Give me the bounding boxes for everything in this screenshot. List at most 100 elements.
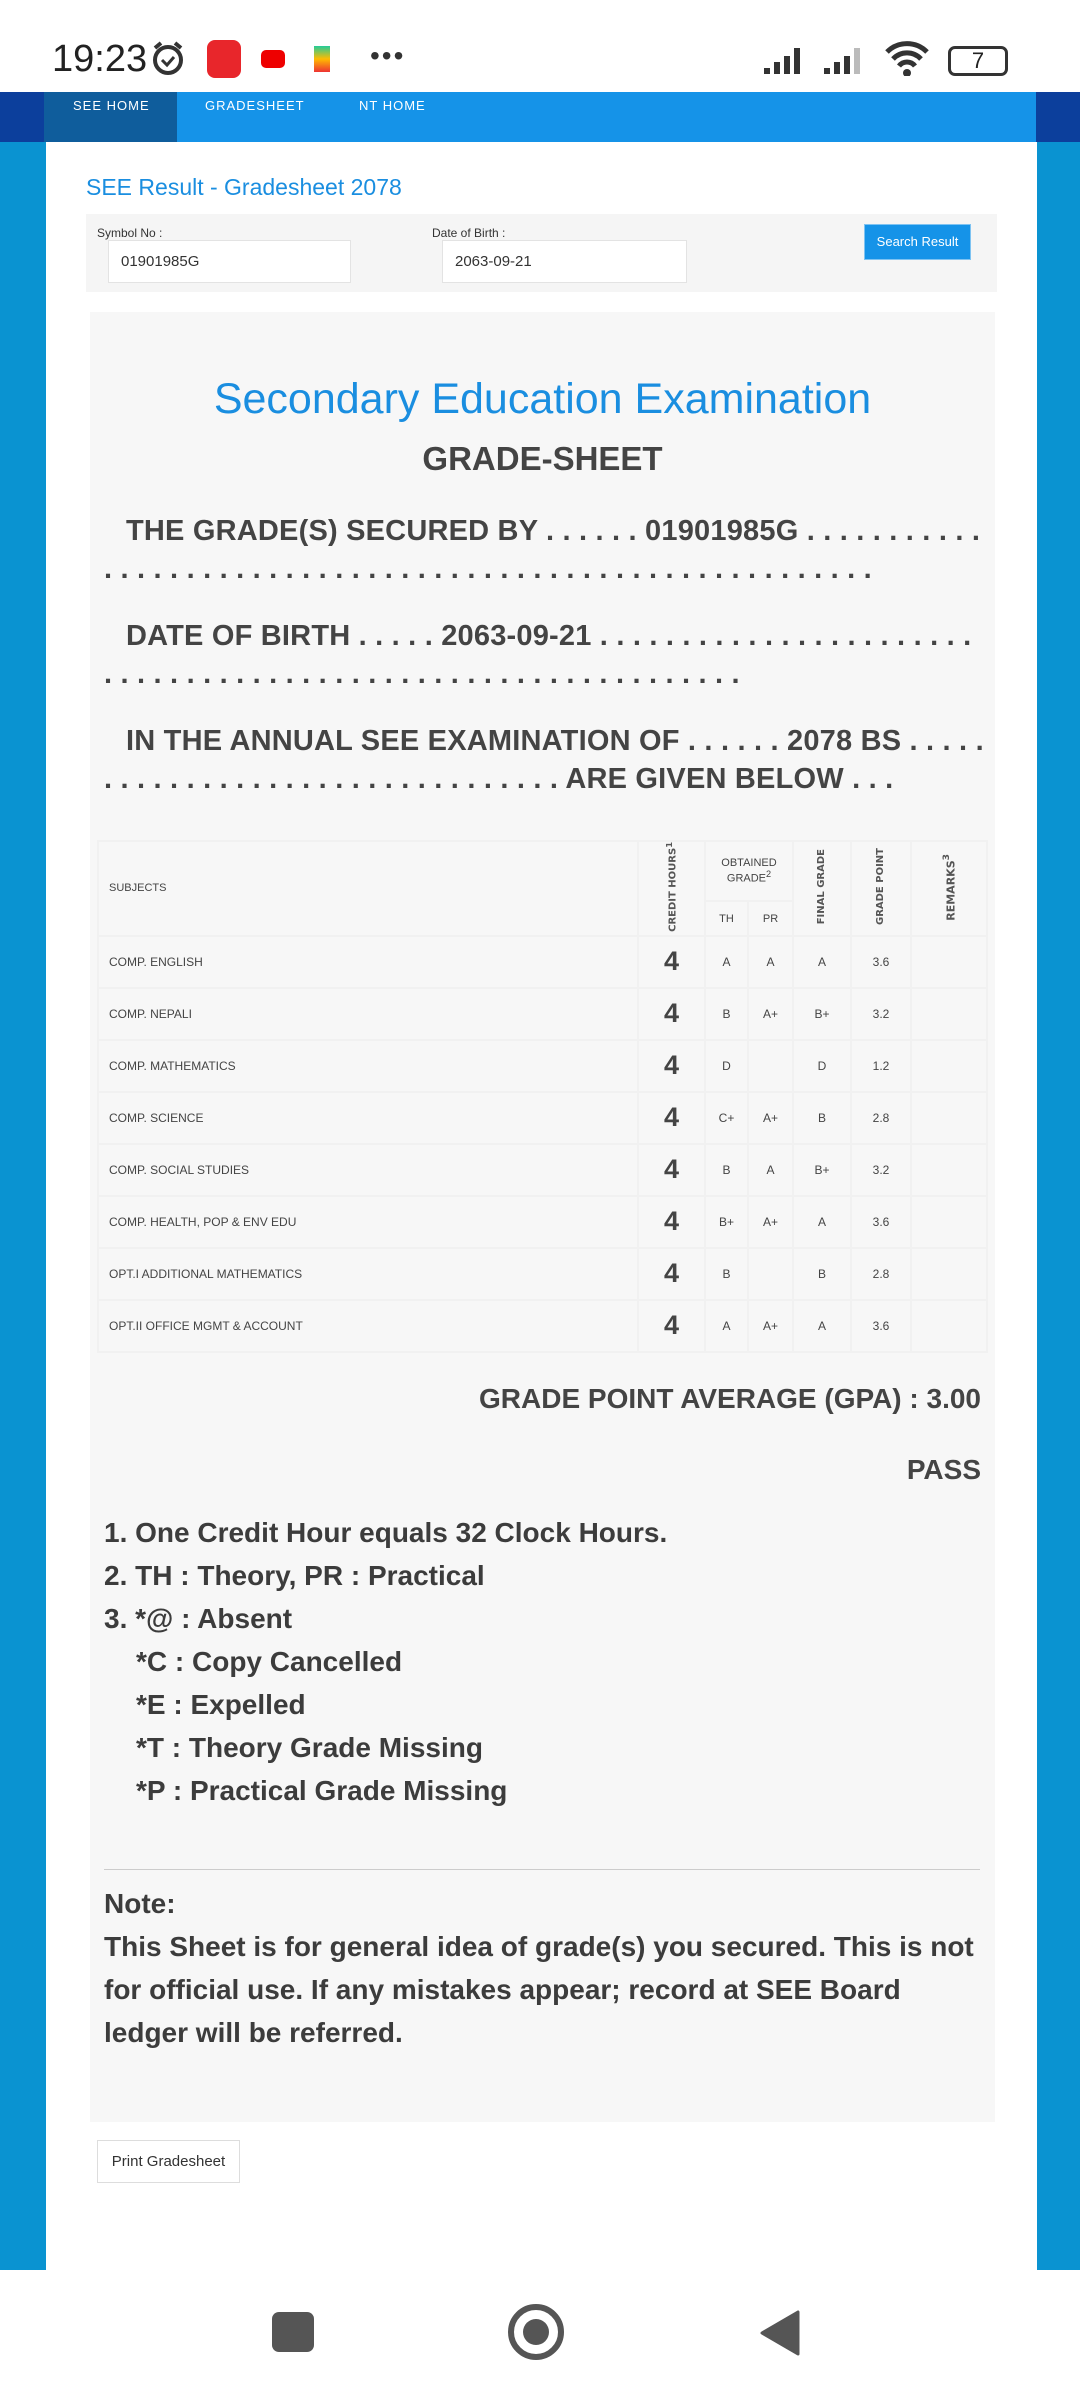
dob-input[interactable]: 2063-09-21	[442, 240, 687, 283]
grade-point-cell: 2.8	[850, 1246, 912, 1301]
header-obtained: OBTAINED GRADE2	[704, 839, 794, 903]
final-grade-cell: B	[792, 1090, 852, 1145]
signal-icon	[824, 48, 860, 74]
recents-button[interactable]	[272, 2312, 314, 2352]
th-grade-cell: B	[704, 1246, 749, 1301]
symbol-label: Symbol No :	[97, 226, 163, 240]
grade-point-cell: 3.6	[850, 1194, 912, 1249]
grade-point-cell: 1.2	[850, 1038, 912, 1093]
wifi-icon	[885, 41, 929, 76]
grade-point-cell: 3.2	[850, 1142, 912, 1197]
dob-label: Date of Birth :	[432, 226, 506, 240]
back-button[interactable]	[758, 2310, 802, 2356]
footnote: *T : Theory Grade Missing	[136, 1732, 483, 1763]
table-row: COMP. SCIENCE 4 C+ A+ B 2.8	[97, 1090, 988, 1145]
sup: 3	[940, 853, 952, 860]
credit-cell: 4	[637, 1246, 706, 1301]
battery-icon: 7	[948, 46, 1008, 76]
battery-level: 7	[971, 48, 985, 73]
th-grade-cell: C+	[704, 1090, 749, 1145]
note: Note: This Sheet is for general idea of …	[104, 1882, 984, 2054]
footnote: 2. TH : Theory, PR : Practical	[104, 1560, 485, 1591]
grades-table: SUBJECTS CREDIT HOURS1 OBTAINED GRADE2 F…	[97, 839, 988, 1353]
th-grade-cell: B	[704, 986, 749, 1041]
remarks-cell	[910, 1194, 988, 1249]
footnote: *P : Practical Grade Missing	[136, 1775, 508, 1806]
nav-gradesheet[interactable]: GRADESHEET	[205, 98, 305, 113]
search-form: Symbol No : 01901985G Date of Birth : 20…	[86, 214, 997, 292]
note-text: This Sheet is for general idea of grade(…	[104, 1931, 974, 2048]
header-gp-label: GRADE POINT	[875, 848, 886, 926]
news-app-icon	[207, 40, 241, 78]
search-result-button[interactable]: Search Result	[864, 224, 971, 260]
header-final-label: FINAL GRADE	[816, 849, 827, 925]
youtube-icon	[261, 50, 285, 68]
subject-cell: COMP. MATHEMATICS	[97, 1038, 639, 1093]
pr-grade-cell: A	[747, 934, 794, 989]
header-final: FINAL GRADE	[792, 840, 852, 937]
symbol-input[interactable]: 01901985G	[108, 240, 351, 283]
table-row: COMP. ENGLISH 4 A A A 3.6	[97, 934, 988, 989]
remarks-cell	[910, 1090, 988, 1145]
grade-point-cell: 2.8	[850, 1090, 912, 1145]
alarm-icon	[153, 41, 183, 75]
footnote: 3. *@ : Absent	[104, 1603, 293, 1634]
table-row: OPT.II OFFICE MGMT & ACCOUNT 4 A A+ A 3.6	[97, 1298, 988, 1353]
footnote: 1. One Credit Hour equals 32 Clock Hours…	[104, 1517, 668, 1548]
nav-edge	[0, 92, 44, 142]
exam-year-line: IN THE ANNUAL SEE EXAMINATION OF . . . .…	[104, 725, 984, 795]
page-title: SEE Result - Gradesheet 2078	[86, 174, 402, 200]
home-button[interactable]	[508, 2304, 564, 2360]
credit-cell: 4	[637, 1194, 706, 1249]
header-subjects: SUBJECTS	[97, 840, 639, 937]
note-title: Note:	[104, 1888, 176, 1919]
footnote: *E : Expelled	[136, 1689, 306, 1720]
gradesheet: Secondary Education Examination GRADE-SH…	[90, 312, 995, 2122]
gpa: GRADE POINT AVERAGE (GPA) : 3.00	[479, 1383, 981, 1414]
final-grade-cell: B+	[792, 1142, 852, 1197]
nav-nt-home[interactable]: NT HOME	[359, 98, 426, 113]
footnote: *C : Copy Cancelled	[136, 1646, 403, 1677]
more-icon: •••	[370, 40, 406, 71]
grade-point-cell: 3.6	[850, 934, 912, 989]
credit-cell: 4	[637, 1090, 706, 1145]
pr-grade-cell: A+	[747, 1194, 794, 1249]
pr-grade-cell: A+	[747, 986, 794, 1041]
header-pr: PR	[747, 900, 794, 937]
subject-cell: OPT.I ADDITIONAL MATHEMATICS	[97, 1246, 639, 1301]
nav-see-home[interactable]: SEE HOME	[44, 92, 177, 142]
final-grade-cell: A	[792, 1194, 852, 1249]
table-row: COMP. MATHEMATICS 4 D D 1.2	[97, 1038, 988, 1093]
header-credit: CREDIT HOURS1	[637, 840, 706, 937]
print-gradesheet-button[interactable]: Print Gradesheet	[97, 2140, 240, 2183]
final-grade-cell: A	[792, 1298, 852, 1353]
remarks-cell	[910, 1038, 988, 1093]
credit-cell: 4	[637, 986, 706, 1041]
remarks-cell	[910, 934, 988, 989]
final-grade-cell: D	[792, 1038, 852, 1093]
clock: 19:23	[52, 38, 148, 80]
th-grade-cell: B	[704, 1142, 749, 1197]
th-grade-cell: D	[704, 1038, 749, 1093]
dob-line: DATE OF BIRTH . . . . . 2063-09-21 . . .…	[104, 620, 972, 690]
header-th: TH	[704, 900, 749, 937]
subject-cell: COMP. SOCIAL STUDIES	[97, 1142, 639, 1197]
signal-icon	[764, 48, 800, 74]
system-nav-bar	[0, 2270, 1080, 2400]
final-grade-cell: A	[792, 934, 852, 989]
header-credit-label: CREDIT HOURS	[667, 847, 679, 932]
th-grade-cell: A	[704, 1298, 749, 1353]
th-grade-cell: A	[704, 934, 749, 989]
header-remarks: REMARKS3	[910, 840, 988, 937]
remarks-cell	[910, 1246, 988, 1301]
header-remarks-label: REMARKS	[944, 859, 958, 921]
result-status: PASS	[906, 1454, 981, 1485]
nav-edge	[1036, 92, 1080, 142]
divider	[104, 1869, 980, 1870]
sup: 1	[664, 842, 675, 848]
remarks-cell	[910, 1298, 988, 1353]
credit-cell: 4	[637, 1142, 706, 1197]
pr-grade-cell	[747, 1246, 794, 1301]
pr-grade-cell: A+	[747, 1298, 794, 1353]
header-gp: GRADE POINT	[850, 840, 912, 937]
